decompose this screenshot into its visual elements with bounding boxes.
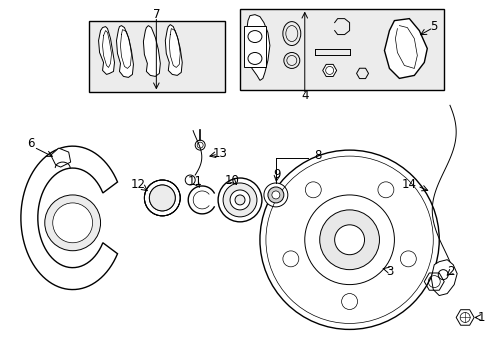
Polygon shape xyxy=(143,26,160,76)
Circle shape xyxy=(334,225,364,255)
Text: 6: 6 xyxy=(27,137,35,150)
Text: 13: 13 xyxy=(212,147,227,159)
Text: 12: 12 xyxy=(131,179,145,192)
Ellipse shape xyxy=(149,185,175,211)
Polygon shape xyxy=(21,146,117,289)
Polygon shape xyxy=(51,148,71,167)
Circle shape xyxy=(229,190,249,210)
Circle shape xyxy=(235,195,244,205)
Text: 5: 5 xyxy=(430,20,437,33)
Text: 4: 4 xyxy=(301,89,308,102)
Polygon shape xyxy=(116,26,133,77)
Text: 11: 11 xyxy=(187,175,203,189)
Polygon shape xyxy=(245,15,269,80)
Circle shape xyxy=(305,182,321,198)
Polygon shape xyxy=(322,64,336,76)
Circle shape xyxy=(377,182,393,198)
Bar xyxy=(88,21,224,92)
Circle shape xyxy=(304,195,394,285)
Circle shape xyxy=(223,183,256,217)
Text: 10: 10 xyxy=(224,174,239,186)
Circle shape xyxy=(400,251,415,267)
Circle shape xyxy=(53,203,92,243)
Text: 1: 1 xyxy=(476,311,484,324)
Circle shape xyxy=(45,195,101,251)
Circle shape xyxy=(267,187,283,203)
Circle shape xyxy=(264,183,287,207)
Bar xyxy=(240,9,443,90)
Polygon shape xyxy=(99,27,114,75)
Text: 9: 9 xyxy=(273,167,280,180)
Polygon shape xyxy=(430,260,456,296)
Text: 7: 7 xyxy=(152,8,160,21)
Text: 3: 3 xyxy=(385,265,392,278)
Polygon shape xyxy=(165,24,182,75)
Circle shape xyxy=(282,251,298,267)
Text: 2: 2 xyxy=(447,265,454,278)
Circle shape xyxy=(218,178,262,222)
Circle shape xyxy=(271,191,279,199)
Circle shape xyxy=(341,293,357,310)
Polygon shape xyxy=(384,19,427,78)
Text: 8: 8 xyxy=(314,149,322,162)
Text: 14: 14 xyxy=(401,179,416,192)
Bar xyxy=(244,26,265,67)
Ellipse shape xyxy=(144,180,180,216)
Circle shape xyxy=(260,150,438,329)
Circle shape xyxy=(319,210,379,270)
